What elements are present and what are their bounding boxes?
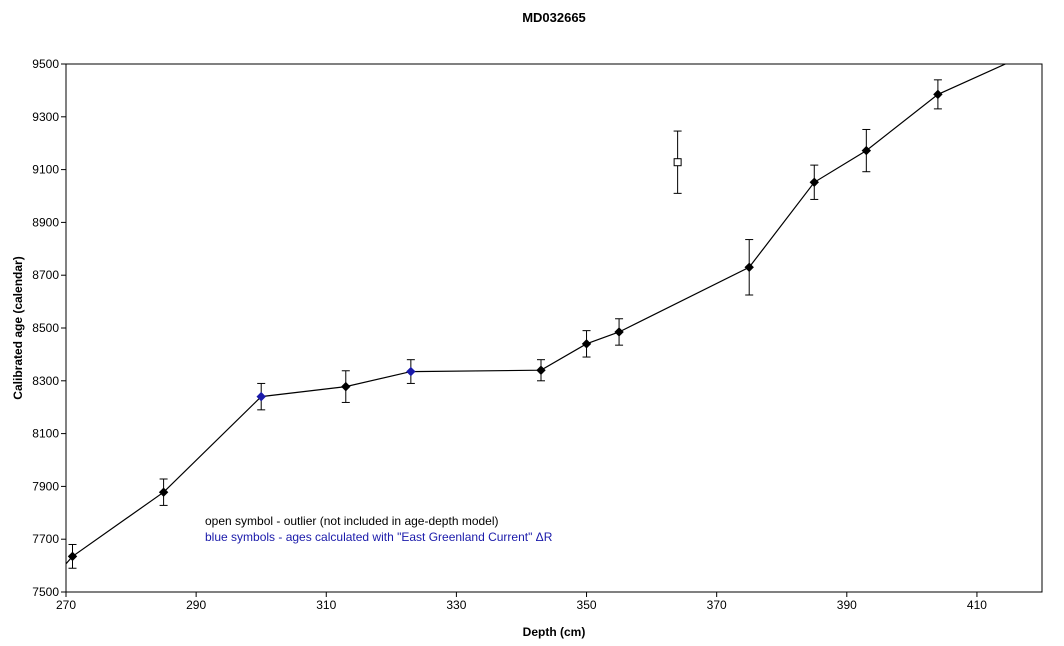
data-points [67,79,943,569]
y-tick-label: 7900 [32,479,59,493]
y-axis-label: Calibrated age (calendar) [11,256,25,399]
data-point [406,366,416,377]
age-depth-model [66,64,1007,565]
y-tick-label: 9300 [32,110,59,124]
plot-area [65,63,1043,593]
annotations: open symbol - outlier (not included in a… [205,514,553,544]
data-point [158,487,169,497]
y-tick-label: 8700 [32,268,59,282]
y-tick-label: 8100 [32,427,59,441]
x-tick-label: 390 [837,598,857,612]
model-line [66,64,1007,565]
y-tick-label: 7700 [32,532,59,546]
x-tick-label: 270 [56,598,76,612]
x-tick-label: 350 [577,598,597,612]
x-axis: 270 290 310 330 350 370 390 410 [56,592,987,612]
data-point [581,339,592,349]
x-tick-label: 330 [446,598,466,612]
y-tick-label: 7500 [32,585,59,599]
chart-title: MD032665 [522,10,586,25]
x-tick-label: 290 [186,598,206,612]
data-point [67,551,78,562]
annotation-text: blue symbols - ages calculated with "Eas… [205,530,553,544]
y-axis: 7500 7700 7900 8100 8300 8500 8700 8900 9100 9300… [32,57,66,599]
data-point [341,381,351,392]
y-tick-label: 8500 [32,321,59,335]
data-point [536,365,546,375]
y-tick-label: 9100 [32,163,59,177]
y-tick-label: 9500 [32,57,59,71]
data-point [809,177,819,187]
x-tick-label: 410 [967,598,987,612]
annotation-text: open symbol - outlier (not included in a… [205,514,499,528]
data-point [256,391,266,402]
x-tick-label: 310 [316,598,336,612]
x-axis-label: Depth (cm) [523,625,586,639]
y-tick-label: 8900 [32,215,59,229]
y-tick-label: 8300 [32,374,59,388]
x-tick-label: 370 [707,598,727,612]
data-point [744,262,754,272]
outlier-point [673,158,682,167]
data-point [861,145,872,156]
data-point [614,327,624,337]
data-point [933,89,943,100]
